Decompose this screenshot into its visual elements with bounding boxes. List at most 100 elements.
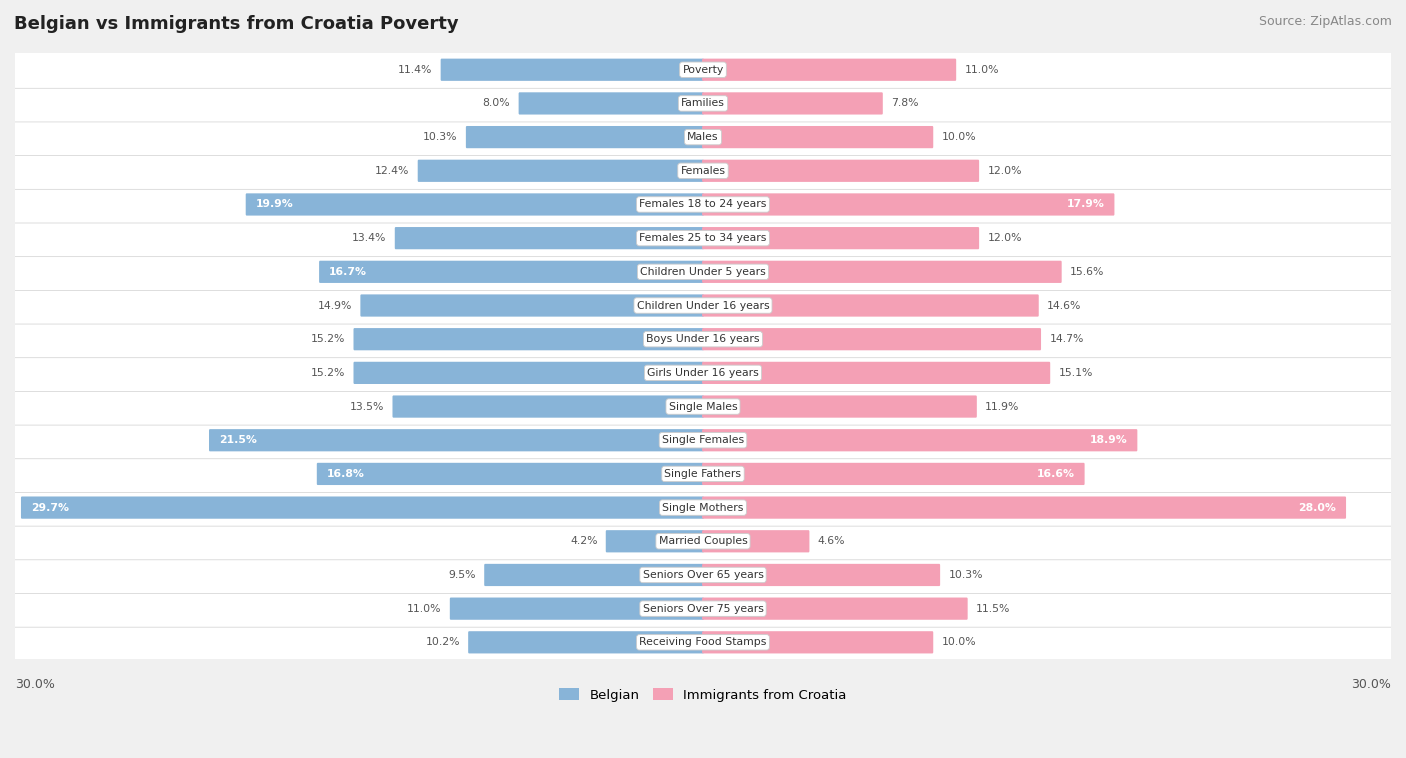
Text: 8.0%: 8.0% [482,99,510,108]
Text: 11.0%: 11.0% [408,603,441,614]
FancyBboxPatch shape [13,556,1393,594]
Text: 11.4%: 11.4% [398,64,433,75]
FancyBboxPatch shape [246,193,704,215]
Text: Girls Under 16 years: Girls Under 16 years [647,368,759,378]
FancyBboxPatch shape [418,160,704,182]
Text: 28.0%: 28.0% [1298,503,1336,512]
Text: 14.7%: 14.7% [1049,334,1084,344]
FancyBboxPatch shape [465,126,704,149]
FancyBboxPatch shape [702,362,1050,384]
FancyBboxPatch shape [13,523,1393,560]
FancyBboxPatch shape [13,456,1393,493]
FancyBboxPatch shape [13,186,1393,223]
Text: Seniors Over 75 years: Seniors Over 75 years [643,603,763,614]
Text: Receiving Food Stamps: Receiving Food Stamps [640,637,766,647]
FancyBboxPatch shape [13,590,1393,627]
FancyBboxPatch shape [702,92,883,114]
FancyBboxPatch shape [519,92,704,114]
Text: 19.9%: 19.9% [256,199,294,209]
FancyBboxPatch shape [353,362,704,384]
Text: 29.7%: 29.7% [31,503,69,512]
Text: Source: ZipAtlas.com: Source: ZipAtlas.com [1258,15,1392,28]
FancyBboxPatch shape [319,261,704,283]
FancyBboxPatch shape [702,597,967,620]
Text: 18.9%: 18.9% [1090,435,1128,445]
FancyBboxPatch shape [395,227,704,249]
FancyBboxPatch shape [484,564,704,586]
Text: 4.6%: 4.6% [818,536,845,547]
Text: Married Couples: Married Couples [658,536,748,547]
Text: Females: Females [681,166,725,176]
Text: 15.2%: 15.2% [311,368,346,378]
FancyBboxPatch shape [13,152,1393,190]
FancyBboxPatch shape [21,496,704,518]
FancyBboxPatch shape [702,294,1039,317]
FancyBboxPatch shape [702,227,979,249]
FancyBboxPatch shape [13,388,1393,425]
FancyBboxPatch shape [13,287,1393,324]
Text: Families: Families [681,99,725,108]
Text: Single Females: Single Females [662,435,744,445]
Text: 17.9%: 17.9% [1067,199,1104,209]
FancyBboxPatch shape [353,328,704,350]
FancyBboxPatch shape [702,126,934,149]
Text: 12.4%: 12.4% [375,166,409,176]
Text: Males: Males [688,132,718,142]
FancyBboxPatch shape [702,58,956,81]
Text: 14.9%: 14.9% [318,300,352,311]
Text: 10.3%: 10.3% [423,132,457,142]
FancyBboxPatch shape [360,294,704,317]
Legend: Belgian, Immigrants from Croatia: Belgian, Immigrants from Croatia [554,683,852,707]
Text: 21.5%: 21.5% [219,435,257,445]
Text: Single Fathers: Single Fathers [665,469,741,479]
Text: 11.0%: 11.0% [965,64,998,75]
Text: 10.0%: 10.0% [942,637,976,647]
FancyBboxPatch shape [702,496,1346,518]
FancyBboxPatch shape [450,597,704,620]
Text: 16.8%: 16.8% [326,469,364,479]
Text: Females 18 to 24 years: Females 18 to 24 years [640,199,766,209]
Text: Belgian vs Immigrants from Croatia Poverty: Belgian vs Immigrants from Croatia Pover… [14,15,458,33]
FancyBboxPatch shape [702,160,979,182]
Text: 16.7%: 16.7% [329,267,367,277]
FancyBboxPatch shape [702,463,1084,485]
Text: 4.2%: 4.2% [569,536,598,547]
FancyBboxPatch shape [13,421,1393,459]
Text: 30.0%: 30.0% [15,678,55,691]
FancyBboxPatch shape [13,220,1393,257]
FancyBboxPatch shape [13,321,1393,358]
FancyBboxPatch shape [316,463,704,485]
Text: 9.5%: 9.5% [449,570,477,580]
FancyBboxPatch shape [13,624,1393,661]
Text: Seniors Over 65 years: Seniors Over 65 years [643,570,763,580]
Text: 11.5%: 11.5% [976,603,1011,614]
FancyBboxPatch shape [702,193,1115,215]
FancyBboxPatch shape [702,530,810,553]
Text: 15.2%: 15.2% [311,334,346,344]
FancyBboxPatch shape [468,631,704,653]
Text: 10.3%: 10.3% [949,570,983,580]
FancyBboxPatch shape [13,85,1393,122]
Text: 7.8%: 7.8% [891,99,918,108]
Text: Children Under 16 years: Children Under 16 years [637,300,769,311]
FancyBboxPatch shape [13,354,1393,391]
FancyBboxPatch shape [702,396,977,418]
FancyBboxPatch shape [702,261,1062,283]
Text: 14.6%: 14.6% [1047,300,1081,311]
Text: Single Males: Single Males [669,402,737,412]
FancyBboxPatch shape [702,429,1137,451]
Text: 11.9%: 11.9% [986,402,1019,412]
FancyBboxPatch shape [13,52,1393,88]
FancyBboxPatch shape [13,118,1393,155]
Text: Poverty: Poverty [682,64,724,75]
Text: Females 25 to 34 years: Females 25 to 34 years [640,233,766,243]
Text: 12.0%: 12.0% [987,233,1022,243]
FancyBboxPatch shape [13,489,1393,526]
FancyBboxPatch shape [606,530,704,553]
FancyBboxPatch shape [392,396,704,418]
Text: Children Under 5 years: Children Under 5 years [640,267,766,277]
Text: 13.5%: 13.5% [350,402,384,412]
Text: 16.6%: 16.6% [1036,469,1074,479]
Text: 30.0%: 30.0% [1351,678,1391,691]
FancyBboxPatch shape [702,564,941,586]
